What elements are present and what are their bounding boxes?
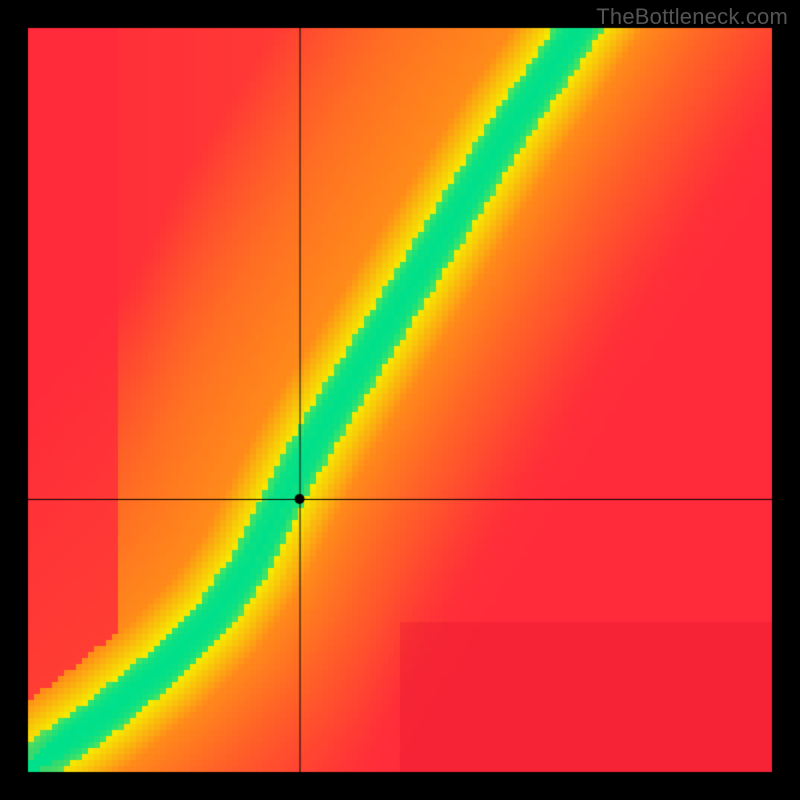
chart-container: TheBottleneck.com <box>0 0 800 800</box>
bottleneck-heatmap-canvas <box>0 0 800 800</box>
watermark-label: TheBottleneck.com <box>596 4 788 30</box>
